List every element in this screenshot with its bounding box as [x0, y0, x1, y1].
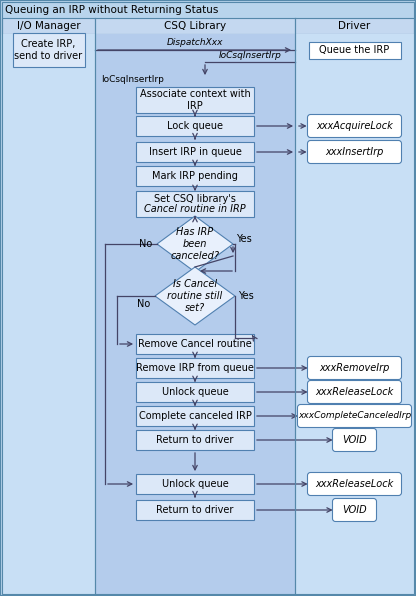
Text: VOID: VOID	[342, 435, 367, 445]
Bar	[2, 18, 414, 34]
Text: xxxRemoveIrp: xxxRemoveIrp	[319, 363, 390, 373]
Text: Remove IRP from queue: Remove IRP from queue	[136, 363, 254, 373]
FancyBboxPatch shape	[307, 114, 401, 138]
Text: xxxCompleteCanceledIrp: xxxCompleteCanceledIrp	[298, 411, 411, 421]
Bar	[136, 406, 254, 426]
FancyBboxPatch shape	[307, 356, 401, 380]
Text: Return to driver: Return to driver	[156, 505, 234, 515]
Bar	[12, 33, 84, 67]
Text: Has IRP
been
canceled?: Has IRP been canceled?	[171, 228, 220, 260]
Text: xxxInsertIrp: xxxInsertIrp	[325, 147, 384, 157]
Bar	[136, 430, 254, 450]
Polygon shape	[155, 267, 235, 325]
Text: xxxReleaseLock: xxxReleaseLock	[315, 387, 394, 397]
Text: Mark IRP pending: Mark IRP pending	[152, 171, 238, 181]
Text: No: No	[139, 239, 152, 249]
FancyBboxPatch shape	[332, 429, 376, 452]
Text: Driver: Driver	[338, 21, 371, 31]
Bar	[136, 382, 254, 402]
Text: No: No	[137, 299, 150, 309]
Bar	[2, 34, 95, 594]
FancyBboxPatch shape	[297, 405, 411, 427]
Text: Set CSQ library's: Set CSQ library's	[154, 194, 236, 204]
Text: Queue the IRP: Queue the IRP	[319, 45, 390, 55]
Bar	[136, 142, 254, 162]
Text: Cancel routine in IRP: Cancel routine in IRP	[144, 204, 246, 214]
Bar	[295, 34, 414, 594]
Text: Complete canceled IRP: Complete canceled IRP	[139, 411, 251, 421]
Text: Unlock queue: Unlock queue	[162, 479, 228, 489]
Text: IoCsqInsertIrp: IoCsqInsertIrp	[218, 51, 282, 60]
FancyBboxPatch shape	[307, 380, 401, 403]
Text: Return to driver: Return to driver	[156, 435, 234, 445]
Bar	[136, 87, 254, 113]
Text: Yes: Yes	[238, 291, 254, 301]
Bar	[136, 116, 254, 136]
Bar	[2, 2, 414, 18]
Text: xxxAcquireLock: xxxAcquireLock	[316, 121, 393, 131]
Text: Is Cancel
routine still
set?: Is Cancel routine still set?	[167, 280, 223, 312]
Text: Associate context with
IRP: Associate context with IRP	[140, 89, 250, 111]
Text: Unlock queue: Unlock queue	[162, 387, 228, 397]
Bar	[95, 34, 295, 594]
Polygon shape	[157, 216, 233, 272]
Text: CSQ Library: CSQ Library	[164, 21, 226, 31]
Bar	[136, 474, 254, 494]
Text: Lock queue: Lock queue	[167, 121, 223, 131]
Text: IoCsqInsertIrp: IoCsqInsertIrp	[101, 76, 164, 85]
Text: xxxReleaseLock: xxxReleaseLock	[315, 479, 394, 489]
Bar	[136, 191, 254, 217]
FancyBboxPatch shape	[307, 141, 401, 163]
Bar	[309, 42, 401, 58]
Text: DispatchXxx: DispatchXxx	[167, 38, 223, 47]
Text: Insert IRP in queue: Insert IRP in queue	[149, 147, 241, 157]
Bar	[136, 166, 254, 186]
Bar	[136, 500, 254, 520]
Text: Yes: Yes	[236, 234, 252, 244]
Text: VOID: VOID	[342, 505, 367, 515]
Text: Create IRP,
send to driver: Create IRP, send to driver	[15, 39, 82, 61]
Text: Queuing an IRP without Returning Status: Queuing an IRP without Returning Status	[5, 5, 218, 15]
FancyBboxPatch shape	[332, 498, 376, 522]
FancyBboxPatch shape	[307, 473, 401, 495]
Text: Remove Cancel routine: Remove Cancel routine	[138, 339, 252, 349]
Bar	[136, 358, 254, 378]
Bar	[136, 334, 254, 354]
Text: I/O Manager: I/O Manager	[17, 21, 80, 31]
